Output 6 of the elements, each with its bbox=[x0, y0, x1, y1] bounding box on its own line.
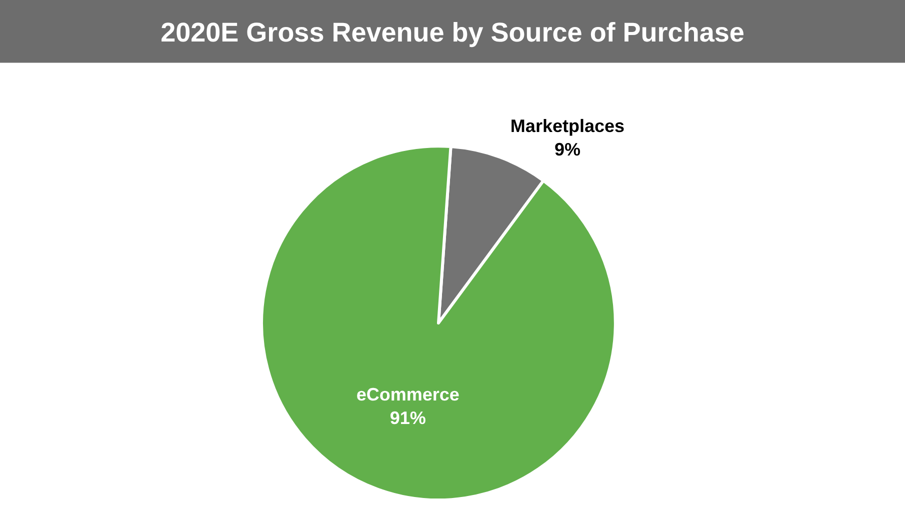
slice-label: eCommerce bbox=[356, 384, 460, 404]
slice-label: Marketplaces bbox=[510, 116, 625, 136]
data-label: 91% bbox=[390, 408, 426, 428]
pie-slice bbox=[260, 144, 617, 502]
data-label: 9% bbox=[554, 140, 580, 160]
chart-title: 2020E Gross Revenue by Source of Purchase bbox=[160, 17, 744, 48]
